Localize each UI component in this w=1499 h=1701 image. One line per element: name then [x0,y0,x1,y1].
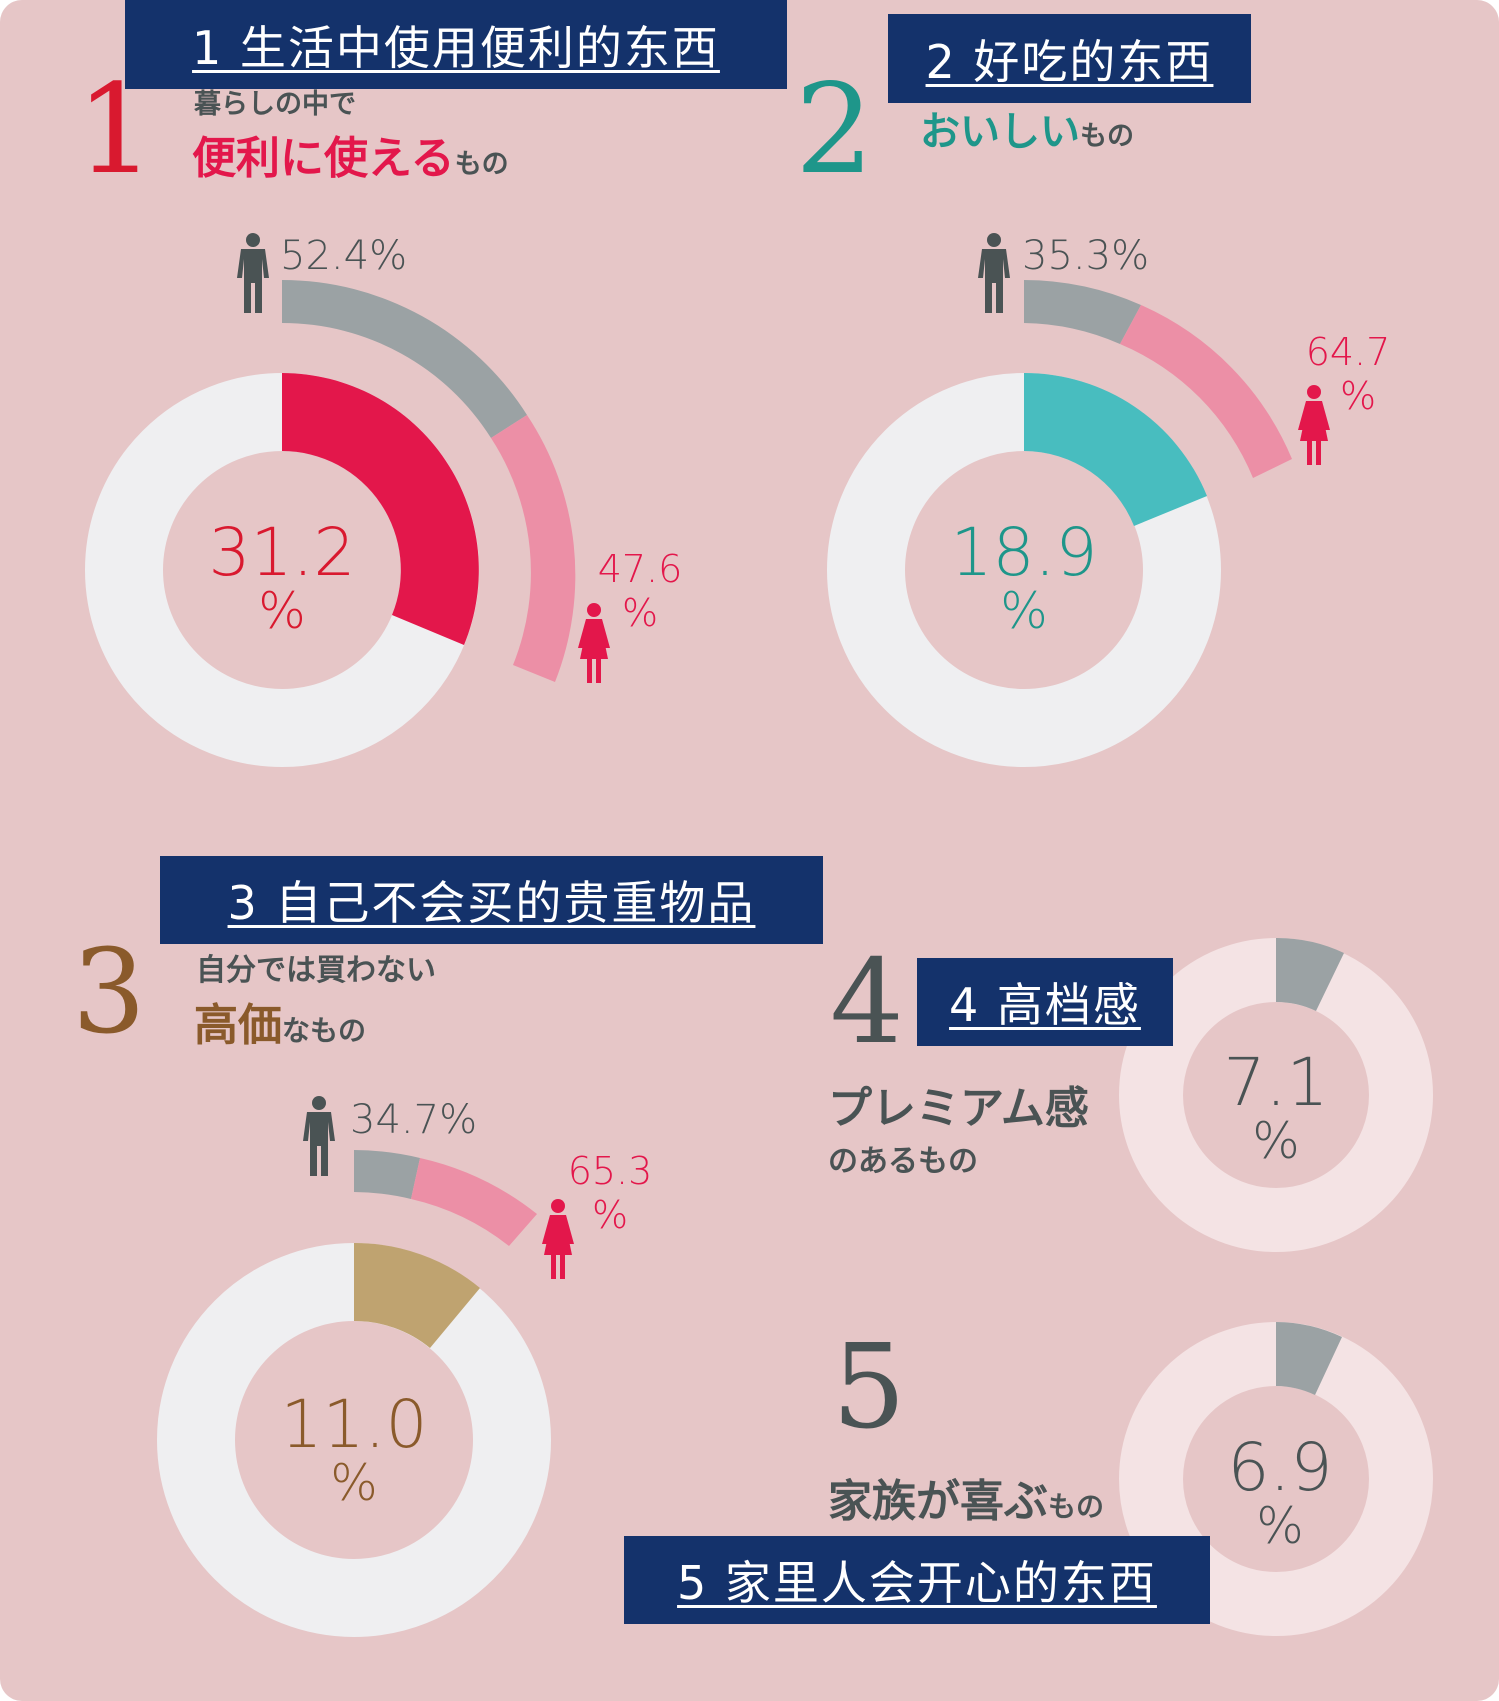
section-1-female-unit: % [621,591,659,635]
male-icon [237,233,269,313]
section-4-value-number: 7.1 [1223,1044,1329,1121]
section-2-male-pct: 35.3% [1022,233,1150,279]
section-5-subtitle-suffix: もの [1048,1490,1105,1523]
section-2-banner: 2 好吃的东西 [888,14,1251,103]
section-4-subtitle-suffix: のあるもの [828,1144,978,1179]
section-5-subtitle-highlight: 家族が喜ぶ [828,1476,1048,1527]
section-3-value: 11.0 % [254,1386,454,1512]
section-2-subtitle-highlight: おいしい [920,109,1080,155]
section-4-value: 7.1 % [1176,1044,1376,1170]
male-icon [303,1096,335,1176]
section-2-female-value: 64.7 [1305,330,1391,374]
section-3-number: 3 [72,925,146,1060]
section-1-banner: 1 生活中使用便利的东西 [125,0,787,89]
section-2-subtitle-suffix: もの [1080,121,1134,152]
section-2-banner-text: 2 好吃的东西 [925,34,1214,89]
section-3-banner: 3 自己不会买的贵重物品 [160,856,823,944]
section-3-value-number: 11.0 [280,1386,428,1463]
section-4-value-unit: % [1252,1112,1300,1170]
section-1-female-pct: 47.6 % [590,550,690,632]
section-1-value-number: 31.2 [208,514,356,591]
section-1-value-unit: % [258,582,306,640]
section-1-subtitle-line1: 暮らしの中で [194,89,356,120]
male-icon [978,233,1010,313]
section-3-female-unit: % [591,1193,629,1237]
female-icon [542,1199,574,1279]
section-2-value-number: 18.9 [950,514,1098,591]
section-2-female-unit: % [1339,374,1377,418]
female-icon [1298,385,1330,465]
section-4-number: 4 [830,935,904,1070]
section-5-banner: 5 家里人会开心的东西 [624,1536,1210,1624]
section-1-subtitle-suffix: もの [454,149,509,180]
section-2-value-unit: % [1000,582,1048,640]
section-3-subtitle-suffix: なもの [282,1014,367,1047]
section-1-number: 1 [76,58,155,202]
section-5-value-unit: % [1256,1497,1304,1555]
section-4-subtitle-highlight: プレミアム感 [828,1083,1089,1134]
section-2-value: 18.9 % [924,514,1124,640]
section-1-value: 31.2 % [182,514,382,640]
section-3-subtitle-highlight: 高価 [194,1000,282,1051]
female-icon [578,603,610,683]
section-5-number: 5 [832,1320,906,1455]
section-3-banner-text: 3 自己不会买的贵重物品 [227,876,756,930]
section-3-female-value: 65.3 [567,1149,653,1193]
section-5-subtitle: 家族が喜ぶもの [828,1476,1105,1527]
section-3-subtitle-line1: 自分では買わない [196,953,436,988]
section-5-value-number: 6.9 [1227,1429,1333,1506]
section-2-female-pct: 64.7 % [1298,333,1398,415]
section-1-subtitle-highlight: 便利に使える [192,133,455,184]
section-1-subtitle: 便利に使えるもの [192,133,509,184]
section-3-male-pct: 34.7% [350,1097,478,1143]
section-2-subtitle: おいしいもの [920,110,1134,154]
section-4-banner-text: 4 高档感 [949,978,1141,1032]
section-3-subtitle: 高価なもの [194,1000,367,1051]
section-5-banner-text: 5 家里人会开心的东西 [677,1556,1157,1610]
section-1-female-value: 47.6 [597,547,683,591]
section-3-value-unit: % [330,1454,378,1512]
section-2-number: 2 [795,58,874,202]
section-3-female-pct: 65.3 % [550,1152,670,1234]
section-1-banner-text: 1 生活中使用便利的东西 [192,20,720,75]
section-5-value: 6.9 % [1180,1429,1380,1555]
section-4-banner: 4 高档感 [917,958,1173,1046]
section-1-male-pct: 52.4% [280,233,408,279]
